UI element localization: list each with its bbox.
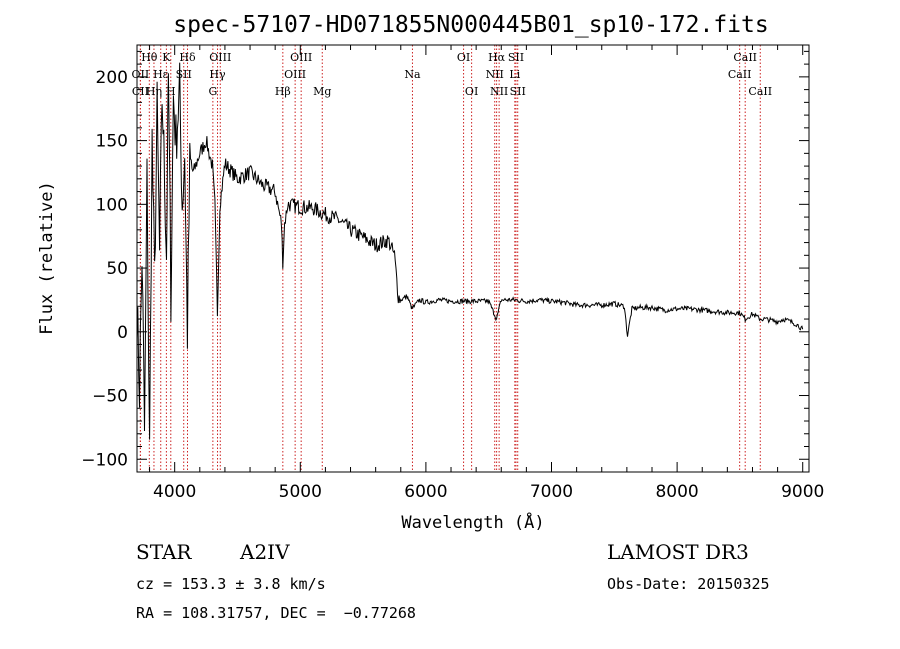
x-tick-label: 5000: [279, 482, 322, 502]
spectrum-line: [136, 62, 804, 440]
x-tick-label: 9000: [781, 482, 824, 502]
y-axis-label: Flux (relative): [37, 181, 57, 335]
line-label: OI: [465, 85, 478, 98]
y-tick-label: 0: [117, 323, 128, 343]
x-tick-label: 7000: [530, 482, 573, 502]
x-axis: 4000 5000 6000 7000 8000 9000: [149, 45, 824, 502]
line-label: NII: [490, 85, 508, 98]
y-tick-label: 150: [96, 132, 128, 152]
line-label: NII: [486, 68, 504, 81]
chart-title: spec-57107-HD071855N000445B01_sp10-172.f…: [173, 12, 768, 38]
plot-frame: [136, 44, 810, 473]
line-label: K: [162, 51, 171, 64]
line-label: CaII: [748, 85, 772, 98]
line-label: CaII: [733, 51, 757, 64]
line-label: OIII: [284, 68, 306, 81]
line-label: Mg: [313, 85, 331, 98]
line-label: Hη: [146, 85, 162, 98]
line-label: CII: [132, 85, 149, 98]
x-tick-label: 6000: [404, 482, 447, 502]
object-subclass: A2IV: [240, 540, 290, 564]
coords-text: RA = 108.31757, DEC = −0.77268: [136, 604, 416, 622]
line-label: H: [166, 85, 176, 98]
survey-name: LAMOST DR3: [607, 540, 749, 564]
object-class: STAR: [136, 540, 192, 564]
line-label: Hβ: [275, 85, 291, 98]
line-label: G: [208, 85, 217, 98]
y-tick-label: 200: [96, 68, 128, 88]
line-label: Na: [404, 68, 421, 81]
line-label: SII: [508, 51, 524, 64]
redshift-text: cz = 153.3 ± 3.8 km/s: [136, 575, 326, 593]
line-label: Hθ: [141, 51, 158, 64]
y-axis: −100 −50 0 50 100 150 200: [81, 50, 809, 470]
line-label: OI: [457, 51, 470, 64]
line-label: SII: [510, 85, 526, 98]
line-label: Hγ: [209, 68, 226, 81]
y-tick-label: 100: [96, 195, 128, 215]
x-tick-label: 8000: [655, 482, 698, 502]
line-label: Li: [509, 68, 520, 81]
obs-date-text: Obs-Date: 20150325: [607, 575, 770, 593]
y-tick-label: 50: [106, 259, 128, 279]
line-label: Hε: [153, 68, 169, 81]
y-tick-label: −50: [92, 387, 128, 407]
line-label: SII: [176, 68, 192, 81]
spectral-line-markers: [139, 45, 761, 472]
x-axis-label: Wavelength (Å): [401, 511, 544, 533]
y-tick-label: −100: [81, 450, 128, 470]
x-tick-label: 4000: [153, 482, 196, 502]
line-label: OIII: [209, 51, 231, 64]
line-label: Hδ: [179, 51, 196, 64]
line-label: OIII: [290, 51, 312, 64]
line-label: OII: [132, 68, 150, 81]
line-label: CaII: [728, 68, 752, 81]
line-label: Hα: [488, 51, 506, 64]
